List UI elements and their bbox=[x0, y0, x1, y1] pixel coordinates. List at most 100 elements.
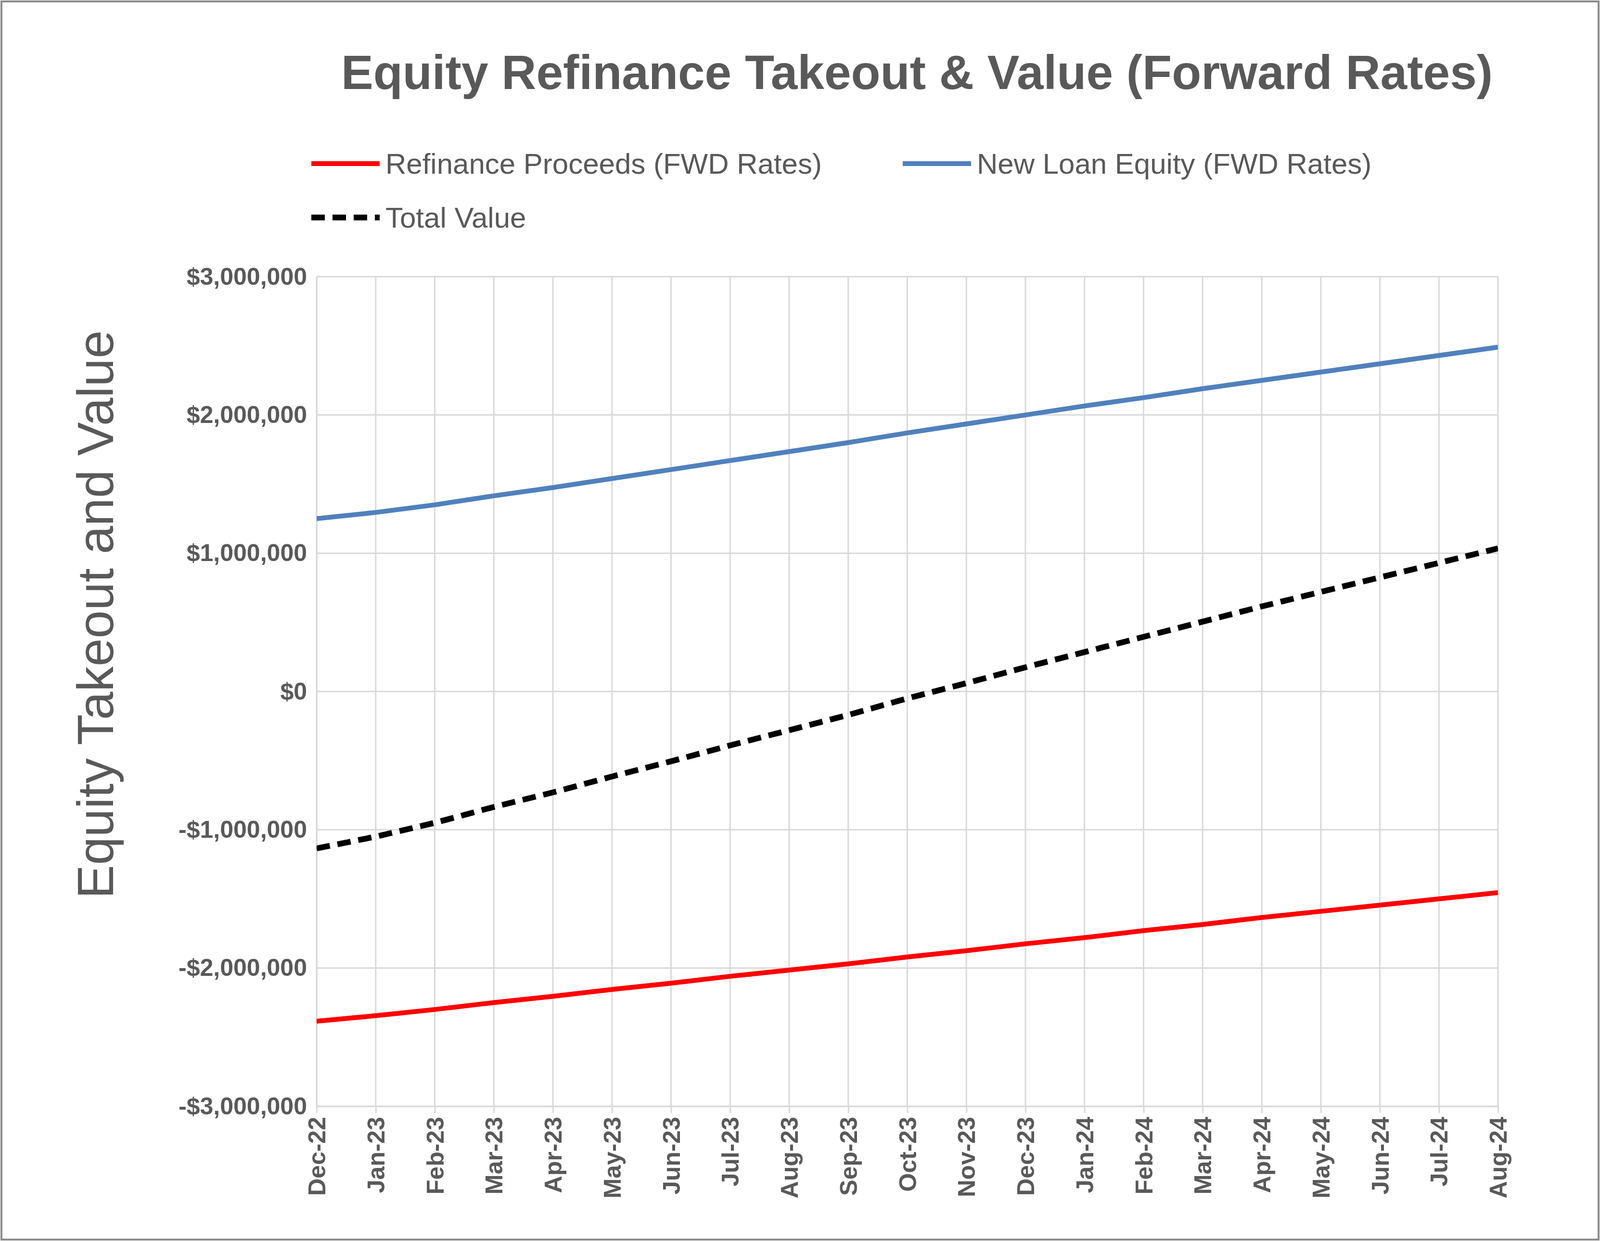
x-tick: May-24 bbox=[1307, 1106, 1335, 1199]
grid-line-x bbox=[729, 276, 731, 1107]
x-tick-label: Jan-23 bbox=[362, 1116, 390, 1193]
grid-line-x bbox=[552, 276, 554, 1107]
x-tick-label: May-24 bbox=[1307, 1116, 1335, 1199]
x-tick-label: Mar-24 bbox=[1189, 1116, 1217, 1195]
legend-label: New Loan Equity (FWD Rates) bbox=[976, 147, 1372, 180]
grid-line-x bbox=[906, 276, 909, 1107]
title: Equity Refinance Takeout & Value (Forwar… bbox=[341, 45, 1493, 100]
x-tick-label: Mar-23 bbox=[480, 1116, 508, 1195]
chart-border bbox=[1, 1, 1599, 1240]
x-tick: Jul-23 bbox=[716, 1106, 744, 1187]
grid-line-x bbox=[374, 276, 377, 1107]
x-tick-label: Aug-24 bbox=[1484, 1116, 1512, 1199]
x-tick: Aug-24 bbox=[1484, 1106, 1512, 1199]
x-tick-label: Dec-22 bbox=[303, 1116, 331, 1196]
x-tick-label: Feb-23 bbox=[422, 1116, 449, 1195]
grid-line-x bbox=[611, 276, 613, 1107]
legend-swatch bbox=[311, 161, 380, 167]
x-tick-label: Oct-23 bbox=[894, 1116, 922, 1192]
x-tick-label: Feb-24 bbox=[1130, 1116, 1158, 1195]
x-tick-mark bbox=[965, 1106, 968, 1114]
series-lines bbox=[316, 347, 1498, 1022]
grid-line-x bbox=[1438, 276, 1440, 1107]
grid bbox=[316, 276, 1498, 1107]
x-tick-mark bbox=[1202, 1106, 1204, 1114]
y-tick-label: $2,000,000 bbox=[186, 401, 308, 429]
series-line bbox=[316, 548, 1498, 849]
grid-line-x bbox=[1497, 276, 1499, 1107]
x-tick-label: Nov-23 bbox=[953, 1116, 981, 1198]
grid-line-x bbox=[316, 276, 318, 1107]
x-tick: Dec-22 bbox=[303, 1106, 331, 1196]
grid-line-x bbox=[1142, 276, 1145, 1107]
x-axis-line bbox=[317, 1106, 1499, 1114]
grid-line-x bbox=[965, 276, 968, 1107]
y-tick-label: -$2,000,000 bbox=[178, 954, 308, 982]
x-axis: Dec-22 Jan-23 Feb-23 Mar-23 Apr-23 May-23 Jun-… bbox=[303, 1106, 1512, 1199]
x-tick-mark bbox=[1261, 1106, 1263, 1114]
grid-line-x bbox=[1024, 276, 1027, 1107]
x-tick-label: Dec-23 bbox=[1012, 1116, 1040, 1196]
x-tick-mark bbox=[1379, 1106, 1382, 1114]
plot: -$3,000,000 -$2,000,000 -$1,000,000 $0 $1,00… bbox=[178, 263, 1512, 1199]
chart: Equity Refinance Takeout & Value (Forwar… bbox=[0, 0, 1600, 1241]
x-tick: Apr-23 bbox=[539, 1106, 567, 1193]
legend-item: New Loan Equity (FWD Rates) bbox=[902, 147, 1372, 180]
grid-line-x bbox=[1379, 276, 1381, 1107]
x-tick-mark bbox=[375, 1106, 377, 1114]
legend: Refinance Proceeds (FWD Rates) New Loan E… bbox=[311, 147, 1372, 234]
series-line bbox=[316, 347, 1498, 519]
x-tick-mark bbox=[493, 1106, 495, 1114]
y-tick: -$1,000,000 bbox=[178, 816, 317, 844]
x-tick: Sep-23 bbox=[835, 1106, 863, 1196]
y-axis-line bbox=[316, 277, 318, 1107]
legend-label: Total Value bbox=[385, 201, 526, 234]
x-tick-mark bbox=[1497, 1106, 1499, 1114]
x-tick-mark bbox=[1320, 1106, 1322, 1114]
x-tick: Jun-24 bbox=[1367, 1106, 1395, 1195]
x-tick-label: Jul-23 bbox=[716, 1116, 744, 1187]
x-tick-mark bbox=[907, 1106, 909, 1114]
grid-line-x bbox=[1083, 276, 1086, 1107]
x-tick: Jan-24 bbox=[1071, 1106, 1099, 1193]
x-tick: Mar-24 bbox=[1189, 1106, 1217, 1195]
y-tick: $2,000,000 bbox=[186, 401, 317, 429]
y-tick: $3,000,000 bbox=[186, 263, 317, 291]
x-tick: Apr-24 bbox=[1248, 1106, 1276, 1193]
y-axis: -$3,000,000 -$2,000,000 -$1,000,000 $0 $1,00… bbox=[178, 263, 317, 1120]
x-tick: Oct-23 bbox=[894, 1106, 922, 1192]
legend-item: Total Value bbox=[311, 201, 526, 234]
x-tick-mark bbox=[316, 1106, 318, 1114]
x-tick: Jul-24 bbox=[1425, 1106, 1453, 1187]
y-tick: -$3,000,000 bbox=[178, 1092, 317, 1120]
x-tick-label: Jun-23 bbox=[658, 1116, 686, 1195]
x-tick-mark bbox=[788, 1106, 791, 1114]
x-tick-mark bbox=[1084, 1106, 1086, 1114]
y-tick: -$2,000,000 bbox=[178, 954, 317, 982]
x-tick: Feb-24 bbox=[1130, 1106, 1158, 1195]
x-tick: Nov-23 bbox=[953, 1106, 981, 1198]
x-tick: Feb-23 bbox=[422, 1106, 449, 1195]
x-tick: Dec-23 bbox=[1012, 1106, 1040, 1196]
x-tick-label: Jun-24 bbox=[1367, 1116, 1395, 1195]
x-tick-label: Aug-23 bbox=[776, 1116, 804, 1199]
x-tick: Mar-23 bbox=[480, 1106, 508, 1195]
y-tick-label: $0 bbox=[280, 678, 308, 705]
x-tick-label: Apr-24 bbox=[1248, 1116, 1276, 1194]
x-tick-mark bbox=[729, 1106, 731, 1114]
x-tick-mark bbox=[552, 1106, 554, 1114]
y-tick-label: -$3,000,000 bbox=[178, 1092, 308, 1120]
legend-swatch bbox=[311, 214, 380, 221]
x-tick-label: Jan-24 bbox=[1071, 1116, 1099, 1194]
x-tick-mark bbox=[611, 1106, 614, 1114]
x-tick-mark bbox=[847, 1106, 850, 1114]
series-line bbox=[316, 892, 1498, 1022]
x-tick-label: Jul-24 bbox=[1425, 1116, 1453, 1187]
y-axis-title: Equity Takeout and Value bbox=[67, 330, 124, 899]
legend-label: Refinance Proceeds (FWD Rates) bbox=[385, 147, 822, 180]
y-tick-label: $1,000,000 bbox=[186, 539, 308, 567]
legend-item: Refinance Proceeds (FWD Rates) bbox=[311, 147, 822, 180]
grid-line-x bbox=[847, 276, 849, 1107]
x-tick: Aug-23 bbox=[776, 1106, 804, 1199]
x-tick: May-23 bbox=[599, 1106, 627, 1199]
